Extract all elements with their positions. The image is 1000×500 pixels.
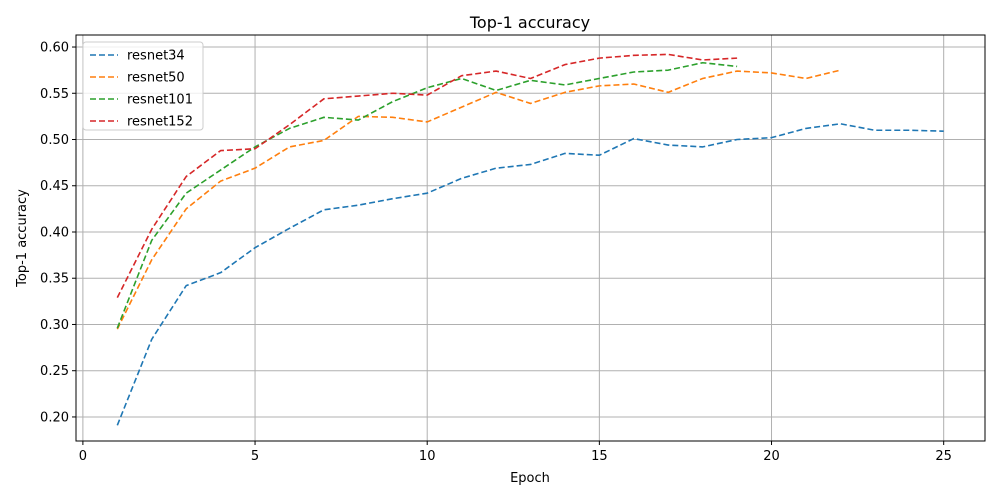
- x-axis-label: Epoch: [510, 471, 550, 486]
- chart-title: Top-1 accuracy: [469, 13, 590, 32]
- y-tick-label: 0.50: [40, 133, 69, 148]
- series-lines: [116, 53, 944, 426]
- y-tick-label: 0.30: [40, 318, 69, 333]
- y-tick-label: 0.60: [40, 41, 69, 56]
- x-tick-label: 20: [763, 449, 780, 464]
- y-tick-label: 0.20: [40, 410, 69, 425]
- legend-label-resnet34: resnet34: [127, 49, 185, 64]
- x-tick-label: 5: [251, 449, 259, 464]
- plot-area-frame: [75, 34, 986, 442]
- y-axis-label: Top-1 accuracy: [15, 189, 30, 288]
- y-tick-label: 0.25: [40, 364, 69, 379]
- y-tick-label: 0.35: [40, 272, 69, 287]
- series-line-resnet101: [116, 61, 738, 329]
- legend-label-resnet101: resnet101: [127, 93, 193, 108]
- series-line-resnet152: [116, 53, 738, 299]
- legend-label-resnet152: resnet152: [127, 115, 193, 130]
- y-tick-label: 0.40: [40, 225, 69, 240]
- grid-lines: [76, 35, 985, 441]
- y-axis: 0.20 0.25 0.30 0.35 0.40 0.45 0.50 0.55 0.60: [40, 41, 76, 425]
- x-tick-label: 15: [591, 449, 608, 464]
- x-tick-label: 10: [419, 449, 436, 464]
- legend-box: [82, 41, 204, 131]
- y-tick-label: 0.55: [40, 87, 69, 102]
- legend-label-resnet50: resnet50: [127, 71, 185, 86]
- x-tick-label: 25: [935, 449, 952, 464]
- series-line-resnet50: [116, 69, 841, 330]
- legend: resnet34 resnet50 resnet101 resnet152: [82, 41, 204, 131]
- x-tick-label: 0: [79, 449, 87, 464]
- y-tick-label: 0.45: [40, 179, 69, 194]
- x-axis: 0 5 10 15 20 25: [79, 441, 952, 464]
- series-line-resnet34: [116, 122, 944, 426]
